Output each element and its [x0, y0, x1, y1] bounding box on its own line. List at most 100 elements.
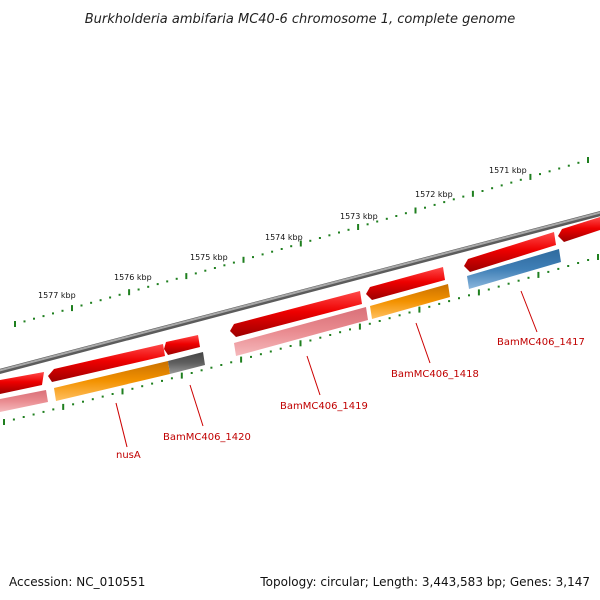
ruler-outer-minor-tick	[510, 181, 513, 184]
ruler-outer-minor-tick	[99, 299, 102, 302]
ruler-outer-major-tick	[414, 207, 417, 214]
ruler-inner-minor-tick	[378, 320, 381, 322]
cds-arrow-1417[interactable]	[464, 232, 556, 272]
ruler-outer-minor-tick	[328, 234, 331, 237]
ruler-outer-minor-tick	[156, 283, 159, 286]
ruler-outer-minor-tick	[491, 187, 494, 190]
ruler-inner-minor-tick	[458, 297, 460, 300]
gene-bar-nusa[interactable]	[54, 361, 170, 401]
ruler-label-1576: 1576 kbp	[114, 273, 152, 282]
gene-label-1419[interactable]: BamMC406_1419	[280, 401, 368, 412]
gene-bar-1420[interactable]	[168, 352, 205, 374]
map-title: Burkholderia ambifaria MC40-6 chromosome…	[85, 12, 515, 27]
ruler-outer-minor-tick	[558, 167, 561, 170]
ruler-inner-major-tick	[418, 306, 421, 313]
gene-label-1417[interactable]: BamMC406_1417	[497, 337, 585, 348]
ruler-inner-minor-tick	[289, 345, 292, 347]
ruler-inner-minor-tick	[368, 322, 371, 325]
ruler-inner-minor-tick	[398, 314, 401, 317]
ruler-inner-minor-tick	[487, 288, 490, 291]
cds-arrow-nusa[interactable]	[48, 344, 165, 382]
ruler-inner-minor-tick	[547, 270, 550, 273]
ruler-inner-major-tick	[537, 271, 540, 278]
ruler-outer-minor-tick	[61, 309, 64, 312]
ruler-inner-major-tick	[240, 356, 243, 363]
ruler-inner-minor-tick	[82, 400, 84, 403]
ruler-inner-minor-tick	[250, 355, 252, 358]
ruler-labels: 1577 kbp 1576 kbp 1575 kbp 1574 kbp 1573…	[38, 166, 527, 300]
ruler-inner-minor-tick	[12, 418, 15, 421]
ruler-outer-major-tick	[587, 157, 589, 163]
cds-arrow-left-edge[interactable]	[0, 372, 44, 394]
gene-bar-left-edge[interactable]	[0, 390, 48, 412]
ruler-inner-minor-tick	[468, 294, 470, 297]
ruler-inner-major-tick	[477, 289, 480, 296]
ruler-inner-minor-tick	[220, 364, 223, 366]
ruler-inner-minor-tick	[210, 366, 213, 369]
ruler-inner-minor-tick	[517, 279, 520, 282]
cds-arrow-1418[interactable]	[366, 267, 445, 300]
summary-text: Topology: circular; Length: 3,443,583 bp…	[259, 575, 590, 589]
ruler-outer-minor-tick	[223, 264, 226, 267]
ruler-outer-minor-tick	[395, 215, 398, 217]
gene-label-1420[interactable]: BamMC406_1420	[163, 432, 251, 443]
ruler-outer-major-tick	[128, 289, 131, 296]
ruler-inner-minor-tick	[577, 262, 580, 264]
ruler-outer-minor-tick	[404, 212, 407, 215]
ruler-outer-minor-tick	[52, 312, 54, 315]
ruler-outer-minor-tick	[347, 228, 350, 231]
ruler-outer-major-tick	[299, 240, 302, 247]
ruler-inner-major-tick	[121, 388, 124, 395]
ruler-outer-minor-tick	[318, 237, 321, 239]
ruler-inner-major-tick	[299, 340, 302, 347]
ruler-inner-minor-tick	[131, 387, 134, 390]
gene-bar-1417[interactable]	[467, 249, 561, 289]
gene-bar-1419[interactable]	[234, 307, 368, 356]
ruler-outer-minor-tick	[271, 250, 274, 253]
leader-nusa	[115, 402, 128, 448]
ruler-inner-major-tick	[597, 254, 599, 260]
ruler-inner-minor-tick	[101, 395, 104, 398]
ruler-outer-minor-tick	[309, 239, 312, 242]
ruler-inner-minor-tick	[200, 369, 203, 372]
ruler-outer-minor-tick	[567, 164, 570, 167]
ruler-inner-minor-tick	[587, 259, 590, 261]
ruler-inner-minor-tick	[269, 350, 272, 353]
leader-1417	[520, 290, 538, 333]
ruler-inner-minor-tick	[329, 334, 332, 336]
ruler-inner-major-tick	[3, 419, 5, 425]
ruler-outer-minor-tick	[232, 261, 235, 264]
ruler-inner-minor-tick	[567, 265, 570, 267]
ruler-inner-major-tick	[180, 372, 183, 379]
ruler-inner-minor-tick	[42, 410, 45, 413]
cds-arrow-1419[interactable]	[230, 291, 362, 337]
ruler-outer-minor-tick	[519, 178, 522, 181]
cds-arrow-1420[interactable]	[164, 335, 200, 355]
ruler-outer-minor-tick	[290, 245, 293, 248]
ruler-inner-minor-tick	[408, 311, 411, 314]
ruler-outer-minor-tick	[366, 223, 369, 226]
ruler-outer-minor-tick	[166, 280, 169, 283]
cds-arrow-right-edge[interactable]	[558, 217, 600, 242]
gene-label-1418[interactable]: BamMC406_1418	[391, 369, 479, 380]
ruler-inner-minor-tick	[279, 347, 282, 350]
ruler-outer-minor-tick	[90, 301, 93, 304]
ruler-inner-minor-tick	[52, 408, 55, 411]
ruler-outer-minor-tick	[376, 220, 379, 223]
ruler-label-1574: 1574 kbp	[265, 233, 303, 242]
ruler-outer-minor-tick	[548, 170, 551, 173]
ruler-label-1577: 1577 kbp	[38, 291, 76, 300]
ruler-outer-minor-tick	[252, 256, 254, 259]
ruler-inner	[3, 254, 599, 425]
gene-label-nusa[interactable]: nusA	[116, 450, 141, 461]
ruler-inner-minor-tick	[170, 377, 173, 380]
ruler-outer-minor-tick	[137, 288, 140, 291]
ruler-inner-minor-tick	[22, 416, 25, 418]
accession-text: Accession: NC_010551	[9, 575, 145, 589]
ruler-inner-major-tick	[358, 323, 361, 330]
ruler-outer-minor-tick	[462, 195, 465, 198]
gene-bar-1418[interactable]	[370, 284, 450, 319]
ruler-outer-minor-tick	[33, 317, 35, 320]
ruler-outer-minor-tick	[385, 217, 388, 220]
